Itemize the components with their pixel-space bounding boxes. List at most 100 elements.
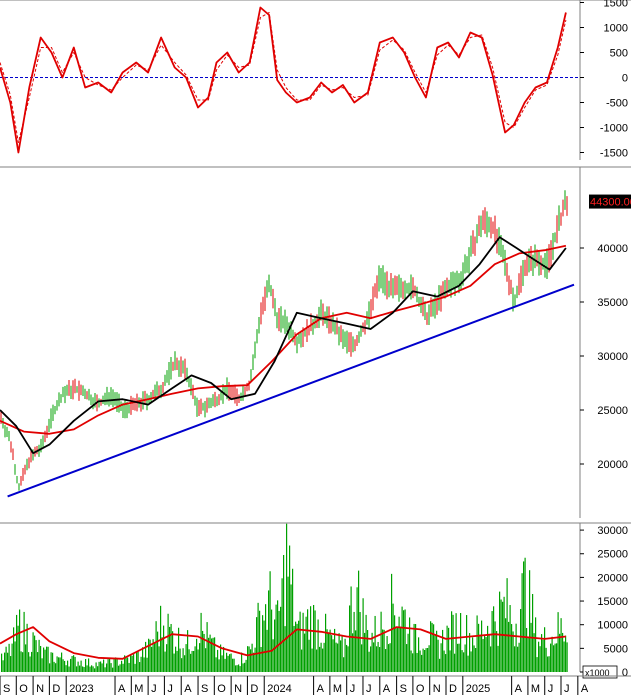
volume-bar	[547, 656, 549, 672]
volume-bar	[305, 616, 307, 672]
volume-bar	[395, 628, 397, 672]
volume-bar	[530, 622, 532, 672]
oscillator-panel: 1500 1000 500 0 -500 -1000 -1500	[0, 0, 631, 160]
volume-bar	[43, 647, 45, 672]
volume-bar	[544, 627, 546, 672]
volume-bar	[529, 570, 531, 672]
volume-bar	[260, 646, 262, 672]
volume-bar	[110, 663, 112, 672]
x-tick-label: J	[167, 683, 173, 695]
x-tick-label: 2025	[466, 683, 490, 695]
volume-bar	[274, 619, 276, 672]
volume-bar	[88, 658, 90, 672]
volume-y-tick-label: 10000	[597, 620, 628, 632]
volume-bar	[421, 654, 423, 672]
volume-bar	[196, 638, 198, 672]
volume-bar	[379, 647, 381, 672]
volume-bar	[302, 612, 304, 672]
volume-bar	[299, 611, 301, 672]
volume-bar	[463, 652, 465, 672]
volume-bar	[29, 656, 31, 672]
volume-bar	[13, 627, 15, 672]
x-tick-label: A	[515, 683, 523, 695]
volume-bar	[418, 637, 420, 672]
volume-bar	[296, 623, 298, 672]
volume-bar	[391, 573, 393, 672]
volume-bar	[518, 642, 520, 672]
oscillator-line-2	[0, 12, 567, 143]
volume-bar	[512, 631, 514, 672]
x-tick-label: D	[449, 683, 457, 695]
volume-bar	[506, 578, 508, 672]
x-tick-label: N	[433, 683, 441, 695]
volume-bar	[484, 635, 486, 672]
x-tick-label: A	[383, 683, 391, 695]
volume-bar	[28, 652, 30, 672]
volume-bar	[214, 637, 216, 672]
volume-bar	[221, 655, 223, 672]
volume-bar	[206, 622, 208, 672]
volume-bar	[308, 639, 310, 672]
volume-bar	[392, 603, 394, 672]
volume-bar	[464, 644, 466, 672]
volume-bar	[154, 643, 156, 672]
volume-bar	[368, 651, 370, 672]
volume-bar	[47, 646, 49, 672]
volume-bar	[502, 601, 504, 672]
volume-bar	[281, 578, 283, 672]
x-axis: S O N D 2023 A M J J A S O N D 2024 A M J J A S O N D 2025 A M J J A	[0, 675, 631, 695]
volume-bar	[469, 633, 471, 672]
volume-bar	[14, 641, 16, 672]
volume-bar	[79, 665, 81, 672]
volume-bar	[553, 645, 555, 672]
last-price-badge	[589, 194, 631, 209]
volume-bar	[35, 640, 37, 672]
volume-bar	[520, 608, 522, 672]
price-y-tick-label: 30000	[597, 351, 628, 363]
volume-bar	[493, 606, 495, 672]
volume-bar	[85, 659, 87, 672]
volume-bar	[104, 667, 106, 672]
volume-y-tick-label: 30000	[597, 525, 628, 537]
volume-bar	[454, 653, 456, 672]
volume-bar	[295, 621, 297, 672]
volume-bar	[433, 624, 435, 672]
volume-bar	[340, 640, 342, 672]
volume-bar	[61, 652, 63, 672]
volume-bar	[322, 648, 324, 672]
volume-bar	[82, 666, 84, 672]
volume-bar	[65, 665, 67, 672]
volume-bar	[415, 624, 417, 672]
volume-bar	[431, 622, 433, 672]
volume-bar	[11, 643, 13, 672]
chart-panels: 150010005000-500-1000-150020000250003000…	[0, 0, 631, 679]
volume-bar	[352, 633, 354, 672]
volume-bar	[262, 615, 264, 672]
volume-bar	[2, 660, 4, 672]
volume-bar	[191, 650, 193, 672]
oscillator-y-tick-label: 0	[622, 73, 628, 85]
volume-bar	[335, 642, 337, 672]
volume-bar	[55, 663, 57, 672]
x-tick-label: J	[151, 683, 157, 695]
x-tick-label: J	[350, 683, 356, 695]
volume-bar	[539, 646, 541, 672]
volume-bar	[500, 599, 502, 672]
volume-bar	[287, 576, 289, 672]
volume-bar	[346, 644, 348, 672]
volume-bar	[242, 663, 244, 672]
volume-bar	[449, 650, 451, 672]
volume-bar	[485, 637, 487, 672]
price-y-tick-label: 40000	[597, 243, 628, 255]
volume-bar	[358, 570, 360, 672]
volume-bar	[419, 650, 421, 672]
volume-bar	[416, 652, 418, 672]
volume-bar	[355, 630, 357, 672]
volume-bar	[133, 654, 135, 672]
volume-bar	[125, 656, 127, 672]
volume-bar	[1, 653, 3, 672]
volume-bar	[517, 646, 519, 672]
x-tick-label: M	[531, 683, 540, 695]
volume-bar	[307, 609, 309, 672]
price-y-tick-label: 25000	[597, 405, 628, 417]
